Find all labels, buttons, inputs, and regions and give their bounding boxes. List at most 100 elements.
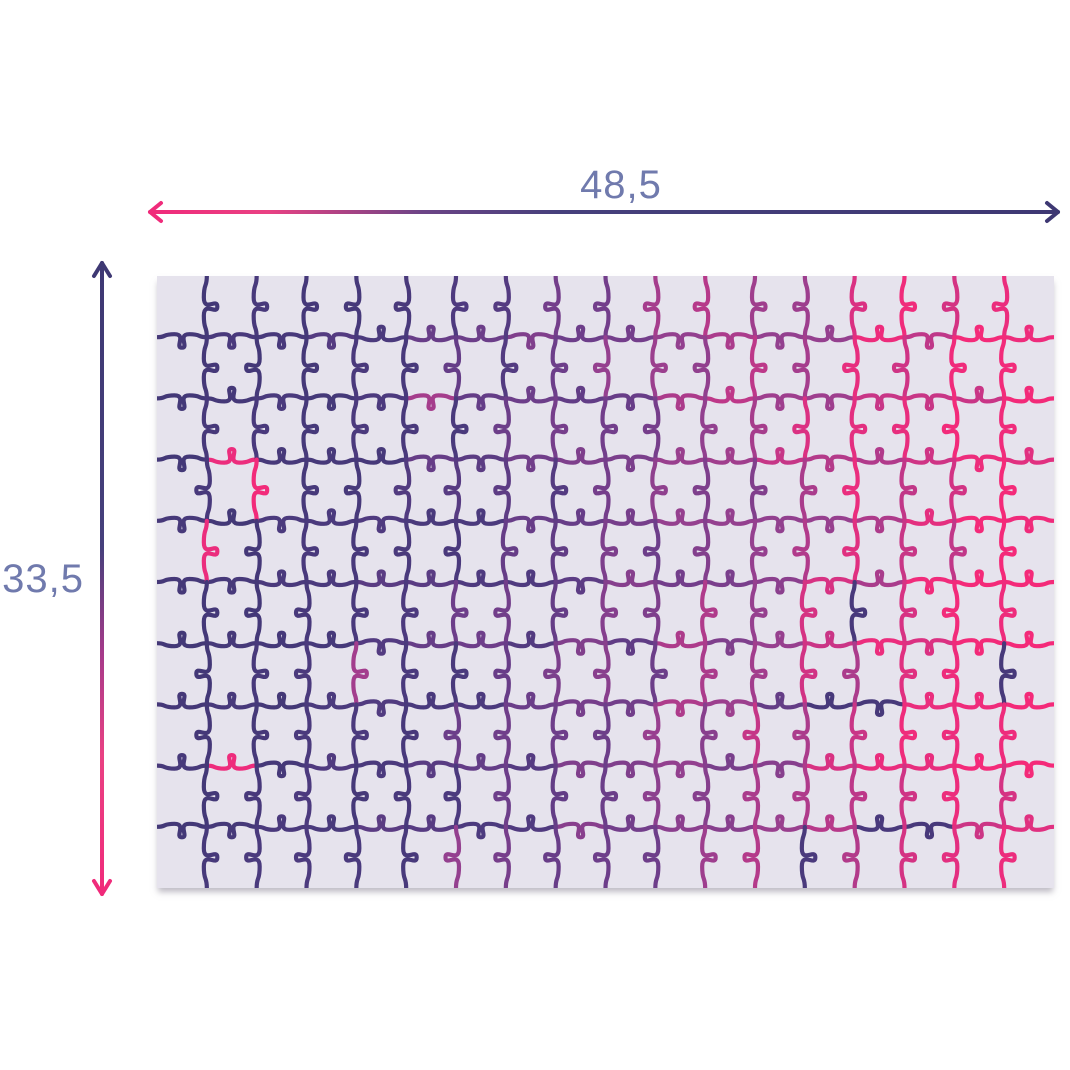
puzzle-edge	[194, 702, 212, 768]
puzzle-edge	[450, 276, 469, 340]
puzzle-edge	[849, 763, 868, 829]
puzzle-edge	[404, 814, 459, 832]
puzzle-edge	[792, 396, 810, 462]
puzzle-edge	[351, 641, 369, 707]
puzzle-edge	[401, 824, 419, 888]
puzzle-edge	[852, 814, 907, 832]
puzzle-edge	[891, 396, 910, 462]
puzzle-edge	[553, 760, 608, 779]
puzzle-edge	[304, 508, 359, 526]
puzzle-edge	[899, 824, 918, 888]
puzzle-edge	[304, 447, 359, 465]
puzzle-edge	[603, 393, 658, 411]
puzzle-edge	[304, 569, 359, 588]
puzzle-edge	[351, 579, 369, 646]
puzzle-edge	[899, 702, 918, 768]
puzzle-edge	[354, 569, 409, 588]
puzzle-edge	[802, 454, 857, 473]
puzzle-edge	[354, 515, 409, 534]
puzzle-edge	[852, 515, 907, 534]
puzzle-edge	[204, 447, 259, 465]
puzzle-edge	[1002, 385, 1054, 404]
puzzle-edge	[991, 276, 1010, 340]
puzzle-edge	[952, 454, 1007, 473]
puzzle-edge	[553, 385, 608, 404]
puzzle-edge	[642, 579, 661, 646]
puzzle-edge	[899, 579, 918, 646]
puzzle-edge	[493, 579, 511, 646]
puzzle-edge	[354, 814, 409, 832]
puzzle-edge	[902, 447, 957, 465]
puzzle-edge	[201, 579, 220, 646]
puzzle-edge	[254, 515, 309, 534]
puzzle-edge	[749, 518, 768, 585]
puzzle-edge	[941, 276, 960, 340]
puzzle-edge	[293, 579, 312, 646]
puzzle-edge	[999, 518, 1017, 585]
puzzle-edge	[891, 335, 910, 401]
puzzle-edge	[354, 324, 409, 343]
puzzle-edge	[802, 515, 857, 534]
puzzle-edge	[799, 457, 818, 523]
puzzle-edge	[251, 641, 270, 707]
puzzle-edge	[201, 335, 220, 401]
puzzle-edge	[503, 385, 558, 404]
puzzle-edge	[650, 641, 668, 707]
puzzle-edge	[600, 763, 619, 829]
puzzle-edge	[351, 396, 369, 462]
puzzle-edge	[999, 457, 1017, 523]
puzzle-edge	[692, 335, 711, 401]
puzzle-edge	[553, 508, 608, 526]
puzzle-edge	[949, 335, 967, 401]
puzzle-edge	[553, 821, 608, 840]
puzzle-edge	[802, 393, 857, 411]
puzzle-edge	[304, 753, 359, 771]
puzzle-edge	[450, 641, 469, 707]
puzzle-edge	[453, 630, 508, 649]
puzzle-edge	[842, 641, 860, 707]
puzzle-edge	[949, 457, 967, 523]
puzzle-edge	[752, 691, 807, 710]
puzzle-edge	[752, 576, 807, 595]
puzzle-edge	[700, 579, 718, 646]
puzzle-edge	[404, 454, 459, 473]
puzzle-edge	[1002, 515, 1054, 534]
puzzle-edge	[293, 641, 312, 707]
puzzle-edge	[999, 641, 1017, 707]
puzzle-edge	[653, 508, 708, 526]
puzzle-edge	[157, 332, 209, 350]
puzzle-edge	[842, 824, 860, 888]
puzzle-edge	[393, 763, 412, 829]
puzzle-edge	[653, 332, 708, 350]
puzzle-edge	[902, 332, 957, 350]
puzzle-edge	[952, 385, 1007, 404]
puzzle-edge	[443, 702, 462, 768]
puzzle-edge	[543, 824, 561, 888]
puzzle-edge	[592, 641, 611, 707]
puzzle-edge	[650, 457, 668, 523]
puzzle-edge	[201, 276, 220, 340]
puzzle-edge	[1002, 760, 1054, 779]
puzzle-edge	[600, 396, 619, 462]
height-arrow	[92, 261, 112, 896]
puzzle-edge	[393, 276, 412, 340]
puzzle-edge	[354, 393, 409, 411]
puzzle-edge	[251, 276, 270, 340]
puzzle-edge	[301, 396, 320, 462]
puzzle-edge	[899, 641, 918, 707]
puzzle-edge	[692, 457, 711, 523]
puzzle-edge	[254, 760, 309, 779]
puzzle-edge	[653, 814, 708, 832]
puzzle-edge	[902, 753, 957, 771]
puzzle-edge	[354, 447, 409, 465]
puzzle-edge	[941, 763, 960, 829]
puzzle-edge	[157, 691, 209, 710]
puzzle-edge	[157, 576, 209, 595]
puzzle-edge	[802, 753, 857, 771]
puzzle-edge	[553, 699, 608, 717]
puzzle-edge	[792, 518, 810, 585]
puzzle-edge	[792, 276, 810, 340]
puzzle-edge	[401, 641, 419, 707]
puzzle-edge	[603, 699, 658, 717]
puzzle-edge	[852, 324, 907, 343]
